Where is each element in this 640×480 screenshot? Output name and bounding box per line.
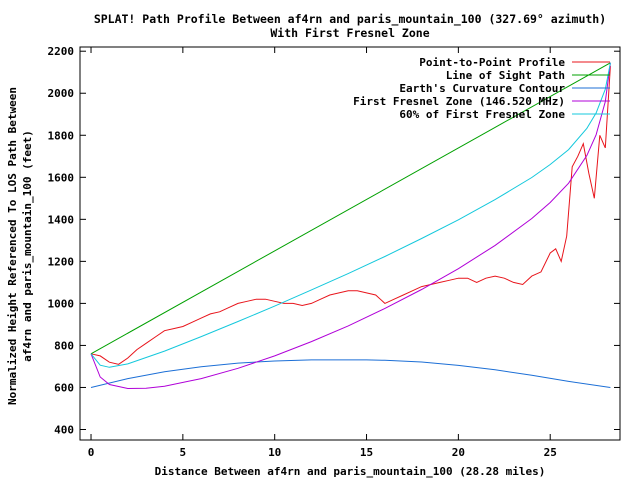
y-tick-label: 400 — [54, 423, 74, 436]
y-tick-label: 1000 — [48, 297, 75, 310]
x-tick-label: 15 — [360, 446, 373, 459]
legend-label: First Fresnel Zone (146.520 MHz) — [353, 95, 565, 108]
series-line-1 — [90, 62, 611, 355]
x-tick-label: 10 — [268, 446, 281, 459]
x-tick-label: 5 — [180, 446, 187, 459]
y-tick-label: 1800 — [48, 129, 75, 142]
axis-ticks: 0 5 10 15 20 25 400 600 800 1000 1200 1400 1600 1800 2… — [48, 45, 620, 459]
chart-subtitle: With First Fresnel Zone — [270, 26, 429, 40]
legend-label: Point-to-Point Profile — [419, 56, 565, 69]
y-tick-label: 2200 — [48, 45, 75, 58]
y-axis-label-line2: af4rn and paris_mountain_100 (feet) — [21, 130, 34, 362]
y-tick-label: 1600 — [48, 171, 75, 184]
x-tick-label: 25 — [544, 446, 557, 459]
legend-label: Line of Sight Path — [446, 69, 565, 82]
legend-label: Earth's Curvature Contour — [399, 82, 565, 95]
x-tick-label: 0 — [88, 446, 95, 459]
plot-frame — [79, 46, 621, 441]
y-tick-label: 1400 — [48, 213, 75, 226]
y-tick-label: 800 — [54, 339, 74, 352]
y-axis-label-line1: Normalized Height Referenced To LOS Path… — [6, 87, 19, 405]
y-tick-label: 1200 — [48, 255, 75, 268]
y-tick-label: 600 — [54, 381, 74, 394]
series-line-0 — [90, 65, 611, 365]
series-lines — [90, 62, 611, 390]
series-line-3 — [90, 62, 611, 390]
series-line-4 — [90, 62, 611, 368]
chart-title: SPLAT! Path Profile Between af4rn and pa… — [94, 12, 606, 27]
series-line-2 — [90, 359, 611, 388]
y-tick-label: 2000 — [48, 87, 75, 100]
x-tick-label: 20 — [452, 446, 465, 459]
x-axis-label: Distance Between af4rn and paris_mountai… — [155, 465, 546, 478]
legend-label: 60% of First Fresnel Zone — [399, 108, 565, 121]
